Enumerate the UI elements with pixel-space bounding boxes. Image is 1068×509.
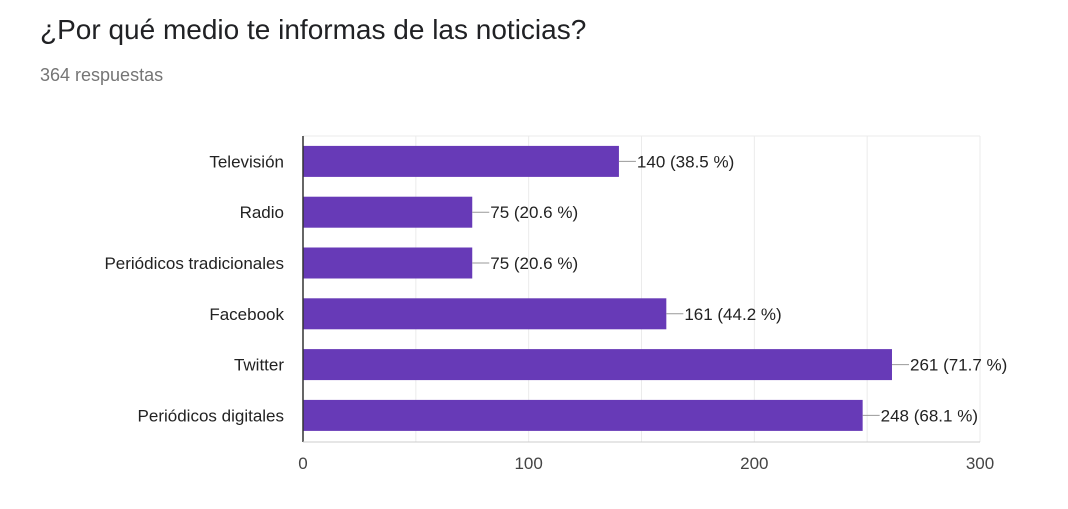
category-label: Periódicos tradicionales	[104, 254, 284, 273]
category-label: Twitter	[234, 356, 284, 375]
response-count: 364 respuestas	[40, 65, 164, 85]
bar	[303, 145, 619, 177]
data-label-leaders	[472, 160, 909, 416]
x-tick-label: 100	[514, 454, 542, 473]
grid-lines	[303, 135, 981, 442]
data-label: 75 (20.6 %)	[490, 254, 578, 273]
bar	[303, 399, 863, 431]
category-label: Radio	[240, 203, 284, 222]
bar	[303, 196, 473, 228]
data-label: 161 (44.2 %)	[684, 305, 781, 324]
bars	[303, 145, 892, 431]
data-label: 261 (71.7 %)	[910, 356, 1007, 375]
category-label: Televisión	[209, 152, 284, 171]
axes	[302, 136, 980, 443]
category-label: Periódicos digitales	[138, 406, 284, 425]
bar	[303, 349, 892, 381]
data-label: 75 (20.6 %)	[490, 203, 578, 222]
bar	[303, 247, 473, 279]
chart-title: ¿Por qué medio te informas de las notici…	[40, 14, 587, 45]
x-tick-label: 300	[966, 454, 994, 473]
labels: 140 (38.5 %) Televisión 75 (20.6 %) Radio 75…	[104, 152, 1007, 473]
data-label: 248 (68.1 %)	[881, 406, 978, 425]
x-tick-label: 200	[740, 454, 768, 473]
data-label: 140 (38.5 %)	[637, 152, 734, 171]
category-label: Facebook	[209, 305, 284, 324]
bar	[303, 298, 667, 330]
x-tick-label: 0	[298, 454, 307, 473]
